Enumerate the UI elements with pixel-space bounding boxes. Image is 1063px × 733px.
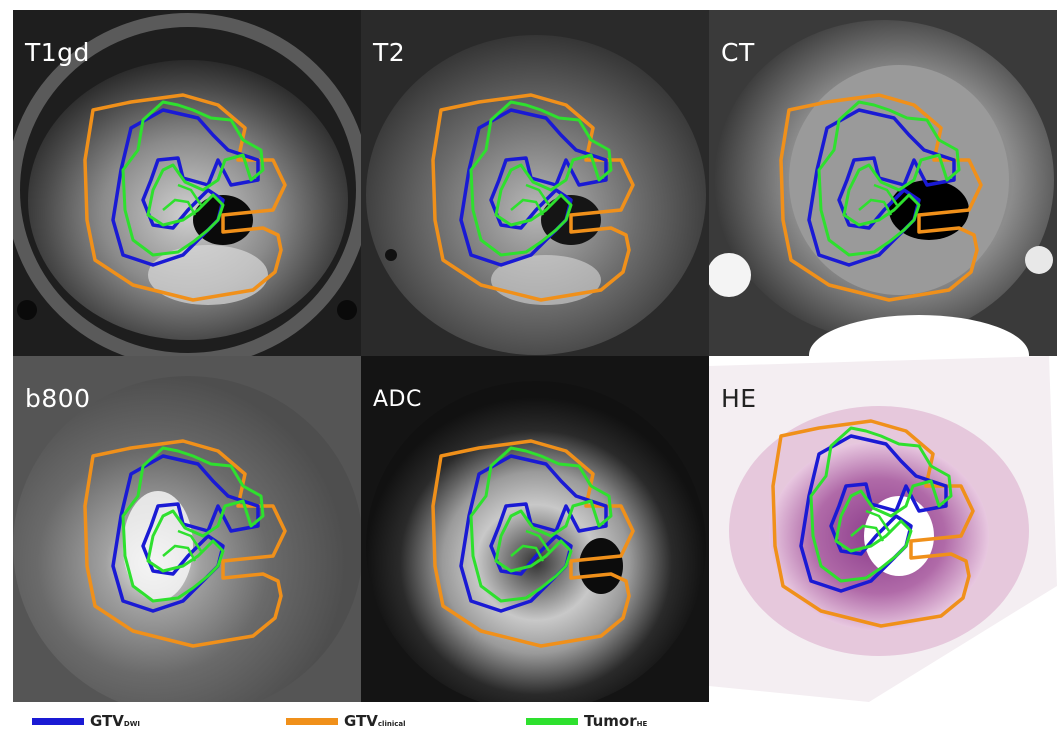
t1gd-image bbox=[13, 10, 361, 356]
panel-b800: b800 bbox=[13, 356, 361, 702]
panel-he: HE bbox=[709, 356, 1057, 702]
legend: GTVDWI GTVclinical TumorHE bbox=[30, 710, 1030, 732]
legend-swatch bbox=[286, 717, 338, 725]
panel-label: CT bbox=[721, 38, 755, 67]
panel-adc: ADC bbox=[361, 356, 709, 702]
legend-item-gtv-dwi: GTVDWI bbox=[32, 710, 140, 732]
ct-image bbox=[709, 10, 1057, 356]
b800-image bbox=[13, 356, 361, 702]
t2-image bbox=[361, 10, 709, 356]
he-image bbox=[709, 356, 1057, 702]
legend-swatch bbox=[32, 717, 84, 725]
panel-label: HE bbox=[721, 384, 757, 413]
panel-label: ADC bbox=[373, 387, 422, 412]
panel-ct: CT bbox=[709, 10, 1057, 356]
legend-item-gtv-clinical: GTVclinical bbox=[286, 710, 406, 732]
panel-t1gd: T1gd bbox=[13, 10, 361, 356]
panel-label: T2 bbox=[373, 38, 406, 67]
adc-image bbox=[361, 356, 709, 702]
panel-t2: T2 bbox=[361, 10, 709, 356]
legend-label: TumorHE bbox=[584, 711, 648, 730]
legend-label: GTVclinical bbox=[344, 711, 406, 730]
panel-label: b800 bbox=[25, 384, 91, 413]
legend-swatch bbox=[526, 717, 578, 725]
legend-label: GTVDWI bbox=[90, 711, 141, 730]
panel-label: T1gd bbox=[25, 38, 90, 67]
legend-item-tumor-he: TumorHE bbox=[526, 710, 647, 732]
